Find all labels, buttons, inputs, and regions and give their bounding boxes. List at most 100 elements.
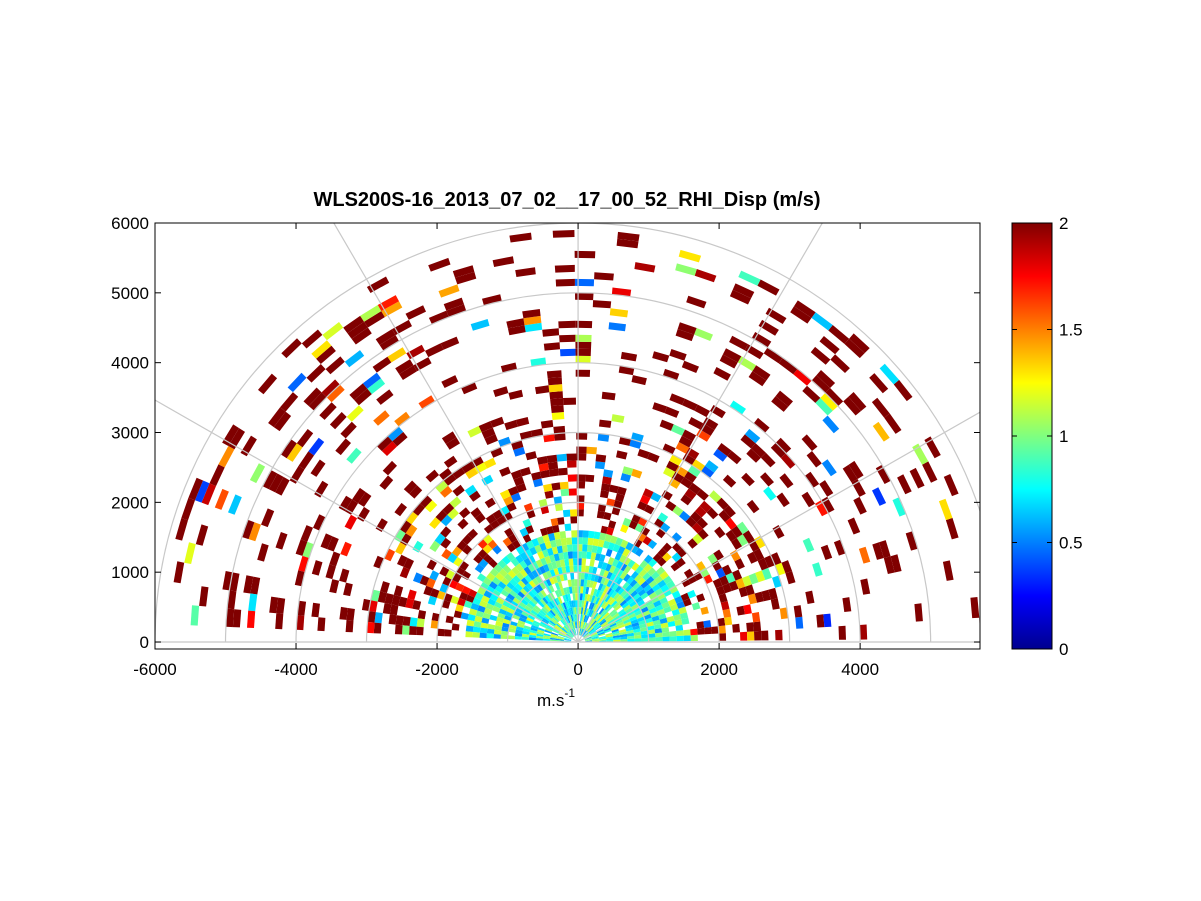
data-cell	[604, 533, 612, 543]
data-cell	[596, 629, 604, 634]
data-cell	[847, 517, 861, 535]
data-cell	[329, 579, 340, 594]
data-cell	[397, 554, 408, 567]
data-cell	[833, 539, 846, 556]
data-cell	[565, 608, 570, 616]
data-cell	[551, 482, 561, 491]
data-cell	[905, 531, 918, 551]
data-cell	[522, 534, 532, 543]
data-cell	[562, 551, 569, 560]
data-cell	[761, 567, 772, 580]
data-cell	[560, 348, 576, 357]
data-cell	[843, 396, 861, 416]
azimuth-spoke	[577, 223, 824, 643]
data-cell	[475, 610, 484, 618]
data-cell	[459, 591, 469, 601]
data-cell	[571, 537, 578, 545]
data-cell	[443, 297, 464, 311]
data-cell	[871, 397, 890, 418]
data-cell	[725, 529, 737, 542]
data-cell	[610, 610, 618, 618]
data-cell	[347, 321, 368, 339]
data-cell	[250, 576, 261, 595]
data-cell	[557, 637, 565, 640]
data-cell	[655, 528, 666, 539]
data-cell	[721, 564, 733, 576]
data-cell	[572, 614, 575, 622]
data-cell	[588, 602, 593, 610]
data-cell	[575, 355, 591, 363]
data-cell	[558, 632, 566, 637]
data-cell	[676, 547, 687, 558]
data-cell	[554, 605, 561, 613]
data-cell	[568, 631, 574, 637]
data-cell	[539, 469, 551, 479]
data-cell	[700, 465, 715, 479]
data-cell	[909, 467, 925, 489]
data-cell	[812, 562, 823, 577]
data-cell	[603, 512, 612, 521]
data-cell	[346, 447, 362, 464]
data-cell	[373, 410, 390, 426]
data-cell	[624, 621, 632, 627]
data-cell	[605, 634, 613, 638]
data-cell	[659, 419, 674, 431]
data-cell	[275, 613, 284, 630]
data-cell	[816, 370, 836, 388]
data-cell	[600, 621, 608, 627]
data-cell	[592, 622, 599, 628]
data-cell	[582, 622, 586, 629]
data-cell	[524, 322, 543, 333]
data-cell	[486, 585, 495, 594]
data-cell	[445, 437, 460, 450]
data-cell	[892, 497, 907, 517]
data-cell	[548, 384, 563, 393]
data-cell	[461, 382, 478, 395]
data-cell	[639, 623, 647, 629]
data-cell	[474, 563, 485, 574]
data-cell	[748, 371, 767, 387]
data-cell	[542, 638, 550, 641]
polar-grid	[155, 223, 980, 643]
data-cell	[540, 557, 548, 566]
data-cell	[568, 623, 573, 630]
data-cell	[594, 624, 601, 630]
data-cell	[650, 571, 660, 580]
data-cell	[602, 593, 609, 601]
data-cell	[584, 636, 592, 640]
data-cell	[606, 579, 613, 588]
data-cell	[453, 610, 462, 619]
data-cell	[575, 320, 593, 329]
data-cell	[576, 495, 585, 503]
data-cell	[576, 446, 587, 454]
y-tick-label: 2000	[111, 493, 149, 512]
data-cell	[261, 508, 275, 528]
data-cell	[844, 338, 865, 359]
data-cell	[569, 565, 574, 573]
data-cell	[620, 539, 629, 549]
data-cell	[479, 582, 489, 591]
data-cell	[634, 634, 642, 639]
data-cell	[280, 439, 297, 459]
data-cell	[620, 473, 632, 483]
data-cell	[729, 335, 749, 351]
data-cell	[603, 625, 611, 631]
data-cell	[663, 575, 673, 585]
data-cell	[576, 481, 586, 489]
data-cell	[732, 623, 740, 633]
data-cell	[479, 632, 487, 639]
data-cell	[600, 490, 609, 499]
data-cell	[184, 542, 196, 564]
data-cell	[584, 638, 592, 641]
data-cell	[548, 601, 555, 609]
data-cell	[322, 322, 344, 341]
data-cell	[629, 600, 637, 608]
data-cell	[690, 628, 698, 636]
data-cell	[647, 452, 660, 463]
data-cell	[718, 509, 731, 523]
data-cell	[732, 569, 743, 581]
data-cell	[555, 613, 562, 621]
data-cell	[620, 524, 629, 534]
data-cell	[609, 308, 629, 318]
